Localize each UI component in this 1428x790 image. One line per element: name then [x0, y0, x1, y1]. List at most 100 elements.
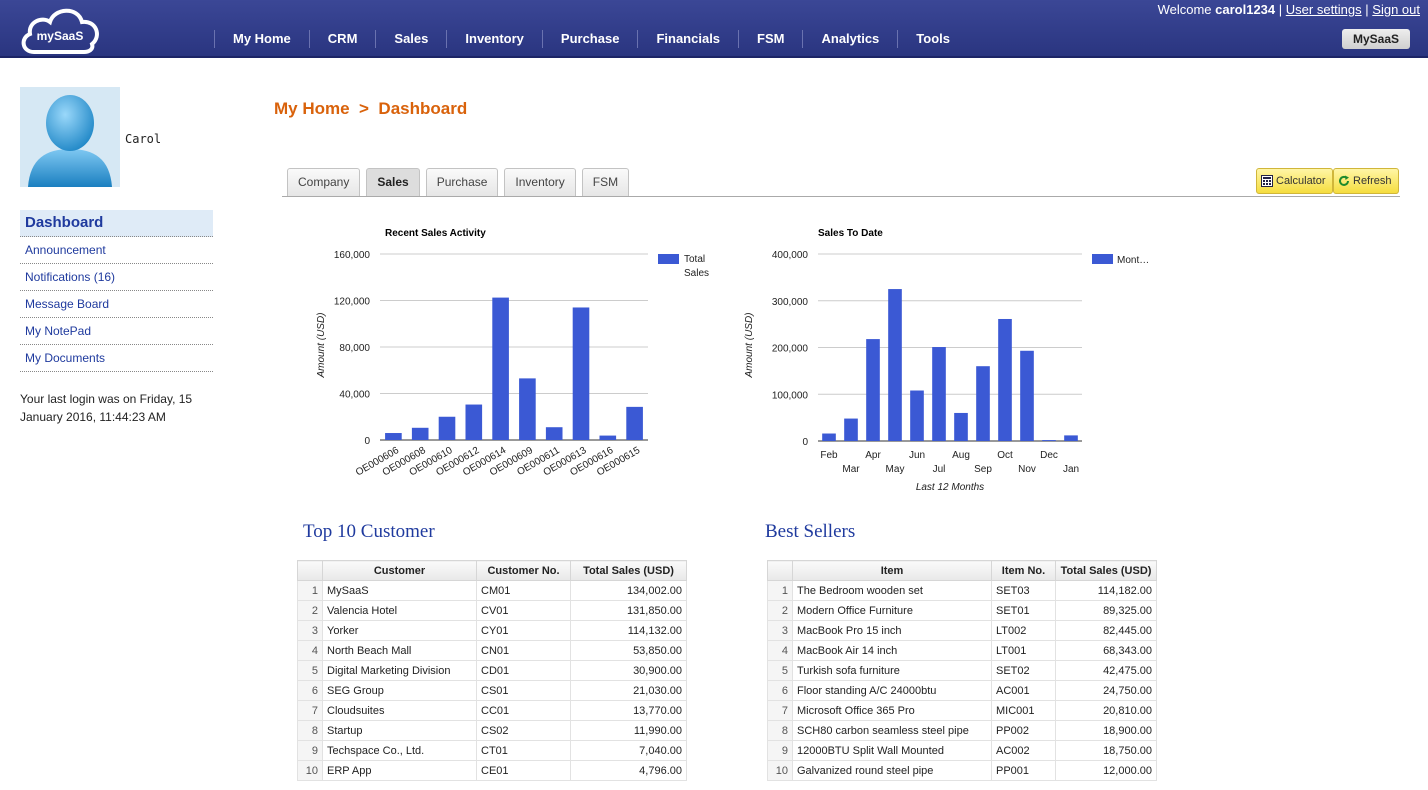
- table-row[interactable]: 9 Techspace Co., Ltd. CT01 7,040.00: [297, 740, 687, 761]
- tab-company[interactable]: Company: [287, 168, 361, 196]
- nav-financials[interactable]: Financials: [637, 30, 738, 48]
- tab-inventory[interactable]: Inventory: [504, 168, 576, 196]
- row-number-header: [767, 560, 793, 581]
- cell-name: MacBook Pro 15 inch: [792, 620, 992, 641]
- bar[interactable]: [932, 347, 946, 441]
- table-row[interactable]: 6 Floor standing A/C 24000btu AC001 24,750.…: [767, 680, 1157, 701]
- bar[interactable]: [822, 433, 836, 441]
- column-header-item[interactable]: Item: [792, 560, 992, 581]
- sidebar-item-notifications[interactable]: Notifications (16): [20, 264, 213, 291]
- nav-purchase[interactable]: Purchase: [541, 30, 638, 48]
- column-header-total-sales[interactable]: Total Sales (USD): [1055, 560, 1157, 581]
- user-settings-link[interactable]: User settings: [1285, 2, 1362, 17]
- row-number: 2: [297, 600, 323, 621]
- refresh-button[interactable]: Refresh: [1333, 168, 1399, 194]
- table-row[interactable]: 6 SEG Group CS01 21,030.00: [297, 680, 687, 701]
- bar[interactable]: [910, 390, 924, 441]
- tab-sales[interactable]: Sales: [366, 168, 420, 196]
- bar[interactable]: [1064, 435, 1078, 441]
- nav-my-home[interactable]: My Home: [214, 30, 309, 48]
- table-row[interactable]: 2 Valencia Hotel CV01 131,850.00: [297, 600, 687, 621]
- bar[interactable]: [866, 339, 880, 441]
- table-row[interactable]: 2 Modern Office Furniture SET01 89,325.00: [767, 600, 1157, 621]
- x-tick-label: Apr: [865, 450, 881, 461]
- table-row[interactable]: 4 North Beach Mall CN01 53,850.00: [297, 640, 687, 661]
- column-header-item-no[interactable]: Item No.: [991, 560, 1056, 581]
- bar[interactable]: [385, 433, 402, 440]
- bar[interactable]: [1020, 350, 1034, 441]
- calculator-button[interactable]: Calculator: [1256, 168, 1333, 194]
- cell-total-sales: 131,850.00: [570, 600, 687, 621]
- cell-name: Digital Marketing Division: [322, 660, 477, 681]
- bar[interactable]: [844, 418, 858, 441]
- chart-title: Sales To Date: [818, 228, 883, 239]
- table-row[interactable]: 1 MySaaS CM01 134,002.00: [297, 580, 687, 601]
- bar[interactable]: [888, 289, 902, 441]
- bar[interactable]: [1042, 440, 1056, 441]
- nav-crm[interactable]: CRM: [308, 30, 376, 48]
- table-row[interactable]: 4 MacBook Air 14 inch LT001 68,343.00: [767, 640, 1157, 661]
- bar[interactable]: [572, 307, 590, 440]
- table-row[interactable]: 8 SCH80 carbon seamless steel pipe PP002 18…: [767, 720, 1157, 741]
- column-header-total-sales[interactable]: Total Sales (USD): [570, 560, 687, 581]
- cell-code: SET03: [991, 580, 1056, 601]
- legend-swatch: [1092, 254, 1113, 264]
- table-row[interactable]: 10 ERP App CE01 4,796.00: [297, 760, 687, 781]
- nav-sales[interactable]: Sales: [375, 30, 446, 48]
- bar[interactable]: [998, 318, 1012, 441]
- table-row[interactable]: 7 Cloudsuites CC01 13,770.00: [297, 700, 687, 721]
- welcome-label: Welcome: [1157, 2, 1212, 17]
- cell-total-sales: 134,002.00: [570, 580, 687, 601]
- bar[interactable]: [411, 427, 429, 440]
- x-tick-label: Oct: [997, 450, 1013, 461]
- bar[interactable]: [465, 404, 483, 440]
- cell-code: SET01: [991, 600, 1056, 621]
- cell-code: AC002: [991, 740, 1056, 761]
- table-row[interactable]: 3 MacBook Pro 15 inch LT002 82,445.00: [767, 620, 1157, 641]
- bar[interactable]: [976, 366, 990, 441]
- bar[interactable]: [438, 416, 456, 440]
- cell-code: CM01: [476, 580, 571, 601]
- nav-fsm[interactable]: FSM: [738, 30, 802, 48]
- sidebar-item-announcement[interactable]: Announcement: [20, 237, 213, 264]
- table-row[interactable]: 8 Startup CS02 11,990.00: [297, 720, 687, 741]
- table-row[interactable]: 7 Microsoft Office 365 Pro MIC001 20,810.00: [767, 700, 1157, 721]
- nav-tools[interactable]: Tools: [897, 30, 968, 48]
- tab-fsm[interactable]: FSM: [581, 168, 630, 196]
- table-row[interactable]: 3 Yorker CY01 114,132.00: [297, 620, 687, 641]
- sales-to-date-chart: Sales To Date Amount (USD) Last 12 Month…: [744, 228, 1149, 493]
- bar[interactable]: [954, 412, 968, 441]
- bar[interactable]: [492, 297, 509, 440]
- sidebar-item-notepad[interactable]: My NotePad: [20, 318, 213, 345]
- bar[interactable]: [545, 427, 563, 440]
- refresh-label: Refresh: [1353, 175, 1392, 187]
- mysaas-app-button[interactable]: MySaaS: [1342, 29, 1410, 49]
- bar[interactable]: [626, 406, 643, 440]
- table-row[interactable]: 5 Turkish sofa furniture SET02 42,475.00: [767, 660, 1157, 681]
- table-row[interactable]: 10 Galvanized round steel pipe PP001 12,000…: [767, 760, 1157, 781]
- nav-analytics[interactable]: Analytics: [802, 30, 897, 48]
- table-row[interactable]: 5 Digital Marketing Division CD01 30,900.00: [297, 660, 687, 681]
- bar[interactable]: [519, 378, 536, 440]
- breadcrumb-home[interactable]: My Home: [274, 99, 350, 118]
- top-customers-title: Top 10 Customer: [303, 521, 435, 542]
- sidebar-item-message-board[interactable]: Message Board: [20, 291, 213, 318]
- cell-total-sales: 7,040.00: [570, 740, 687, 761]
- nav-inventory[interactable]: Inventory: [446, 30, 542, 48]
- sign-out-link[interactable]: Sign out: [1372, 2, 1420, 17]
- sidebar-menu: Dashboard Announcement Notifications (16…: [20, 210, 213, 372]
- column-header-customer-no[interactable]: Customer No.: [476, 560, 571, 581]
- row-number: 1: [767, 580, 793, 601]
- x-tick-label: Jan: [1063, 464, 1079, 475]
- column-header-customer[interactable]: Customer: [322, 560, 477, 581]
- legend-swatch: [658, 254, 679, 264]
- table-row[interactable]: 9 12000BTU Split Wall Mounted AC002 18,750.…: [767, 740, 1157, 761]
- recent-sales-chart: Recent Sales Activity Amount (USD) 0 40,0…: [316, 228, 709, 479]
- sidebar-item-documents[interactable]: My Documents: [20, 345, 213, 372]
- table-header-row: Customer Customer No. Total Sales (USD): [297, 560, 687, 581]
- tab-purchase[interactable]: Purchase: [425, 168, 499, 196]
- table-row[interactable]: 1 The Bedroom wooden set SET03 114,182.00: [767, 580, 1157, 601]
- sidebar-item-dashboard[interactable]: Dashboard: [20, 210, 213, 237]
- mysaas-logo[interactable]: mySaaS: [20, 2, 102, 54]
- bar[interactable]: [599, 435, 617, 440]
